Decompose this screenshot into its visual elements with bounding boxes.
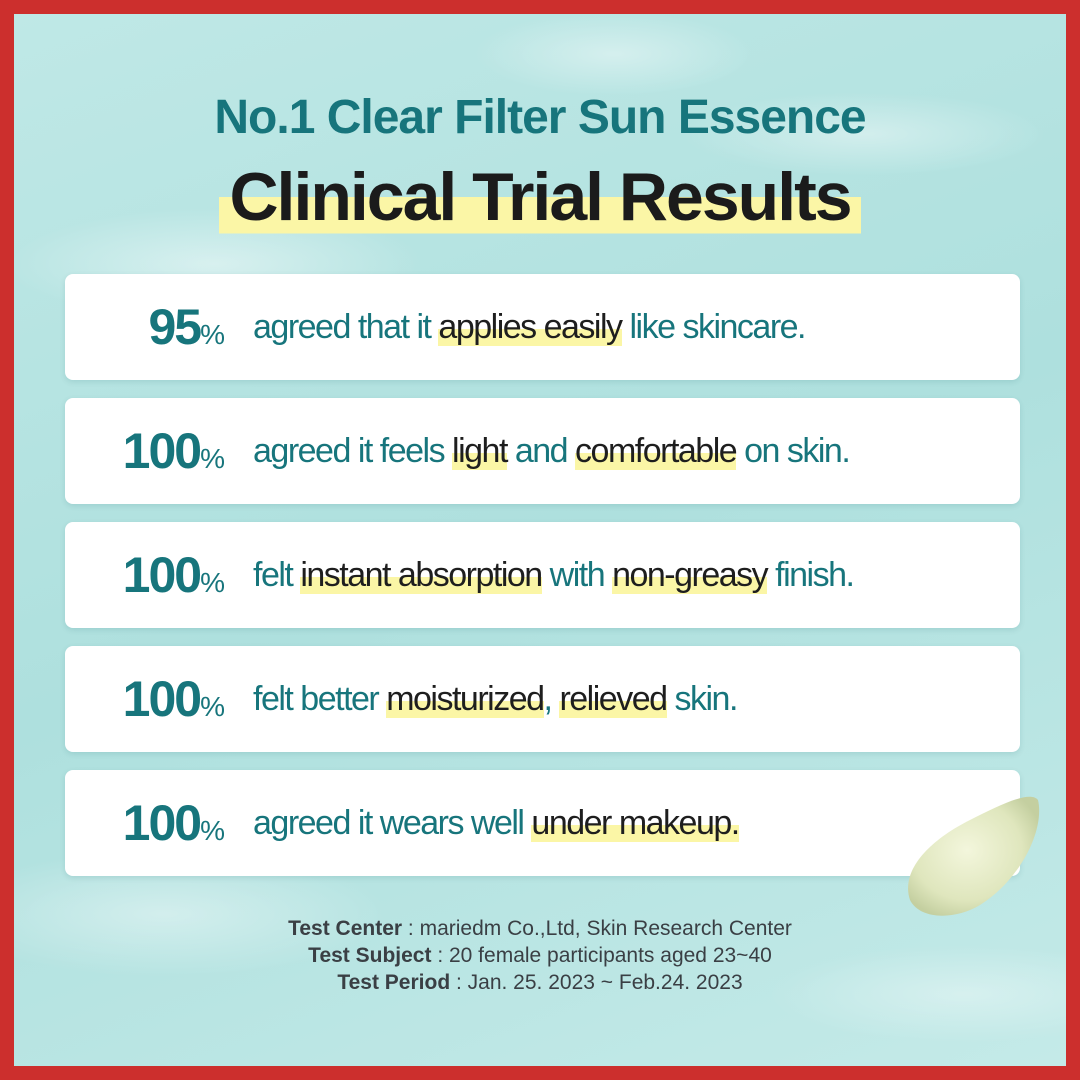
percent-value: 100 [122,547,202,603]
highlighted-text: non-greasy [612,555,769,594]
info-value: : 20 female participants aged 23~40 [431,944,772,967]
percent-unit: % [200,443,225,474]
result-percentage: 100% [65,670,225,728]
result-card: 100% felt better moisturized, relieved sk… [65,646,1020,752]
percent-value: 100 [122,671,202,727]
result-card: 100% agreed it feels light and comfortabl… [65,398,1020,504]
result-statement: felt instant absorption with non-greasy … [253,555,855,595]
info-label: Test Subject [308,944,432,967]
result-percentage: 95% [65,298,225,356]
title-product: No.1 Clear Filter Sun Essence [214,91,866,144]
info-label: Test Period [337,971,451,994]
percent-value: 100 [122,795,202,851]
percent-unit: % [200,691,225,722]
result-statement: agreed it wears well under makeup. [253,803,740,843]
result-percentage: 100% [65,422,225,480]
result-percentage: 100% [65,546,225,604]
statement-text: and [506,431,576,470]
highlighted-text: instant absorption [300,555,543,594]
result-card: 100% felt instant absorption with non-gre… [65,522,1020,628]
highlighted-text: comfortable [575,431,738,470]
cream-swatch-image [908,796,1040,916]
highlighted-text: moisturized [386,679,545,718]
test-info: Test Center : mariedm Co.,Ltd, Skin Rese… [0,915,1080,996]
result-statement: agreed that it applies easily like skinc… [253,307,807,347]
statement-text: felt better [253,679,387,718]
test-info-line: Test Period : Jan. 25. 2023 ~ Feb.24. 20… [0,969,1080,996]
percent-unit: % [200,567,225,598]
statement-text: , [543,679,560,718]
statement-text: finish. [767,555,855,594]
statement-text: agreed that it [253,307,439,346]
statement-text: on skin. [736,431,851,470]
info-label: Test Center [288,917,403,940]
highlighted-text: under makeup. [531,803,740,842]
highlighted-text: applies easily [438,307,623,346]
title-main: Clinical Trial Results [219,158,861,236]
statement-text: like skincare. [621,307,806,346]
percent-value: 95 [148,299,202,355]
result-statement: felt better moisturized, relieved skin. [253,679,738,719]
statement-text: agreed it wears well [253,803,532,842]
info-value: : Jan. 25. 2023 ~ Feb.24. 2023 [450,971,743,994]
result-card: 95% agreed that it applies easily like sk… [65,274,1020,380]
result-percentage: 100% [65,794,225,852]
highlighted-text: relieved [559,679,668,718]
highlighted-text: light [452,431,508,470]
statement-text: felt [253,555,301,594]
info-value: : mariedm Co.,Ltd, Skin Research Center [402,917,792,940]
percent-value: 100 [122,423,202,479]
test-info-line: Test Subject : 20 female participants ag… [0,942,1080,969]
statement-text: skin. [666,679,738,718]
percent-unit: % [200,815,225,846]
result-card: 100% agreed it wears well under makeup. [65,770,1020,876]
percent-unit: % [200,319,225,350]
test-info-line: Test Center : mariedm Co.,Ltd, Skin Rese… [0,915,1080,942]
statement-text: with [541,555,613,594]
statement-text: agreed it feels [253,431,453,470]
result-statement: agreed it feels light and comfortable on… [253,431,851,471]
